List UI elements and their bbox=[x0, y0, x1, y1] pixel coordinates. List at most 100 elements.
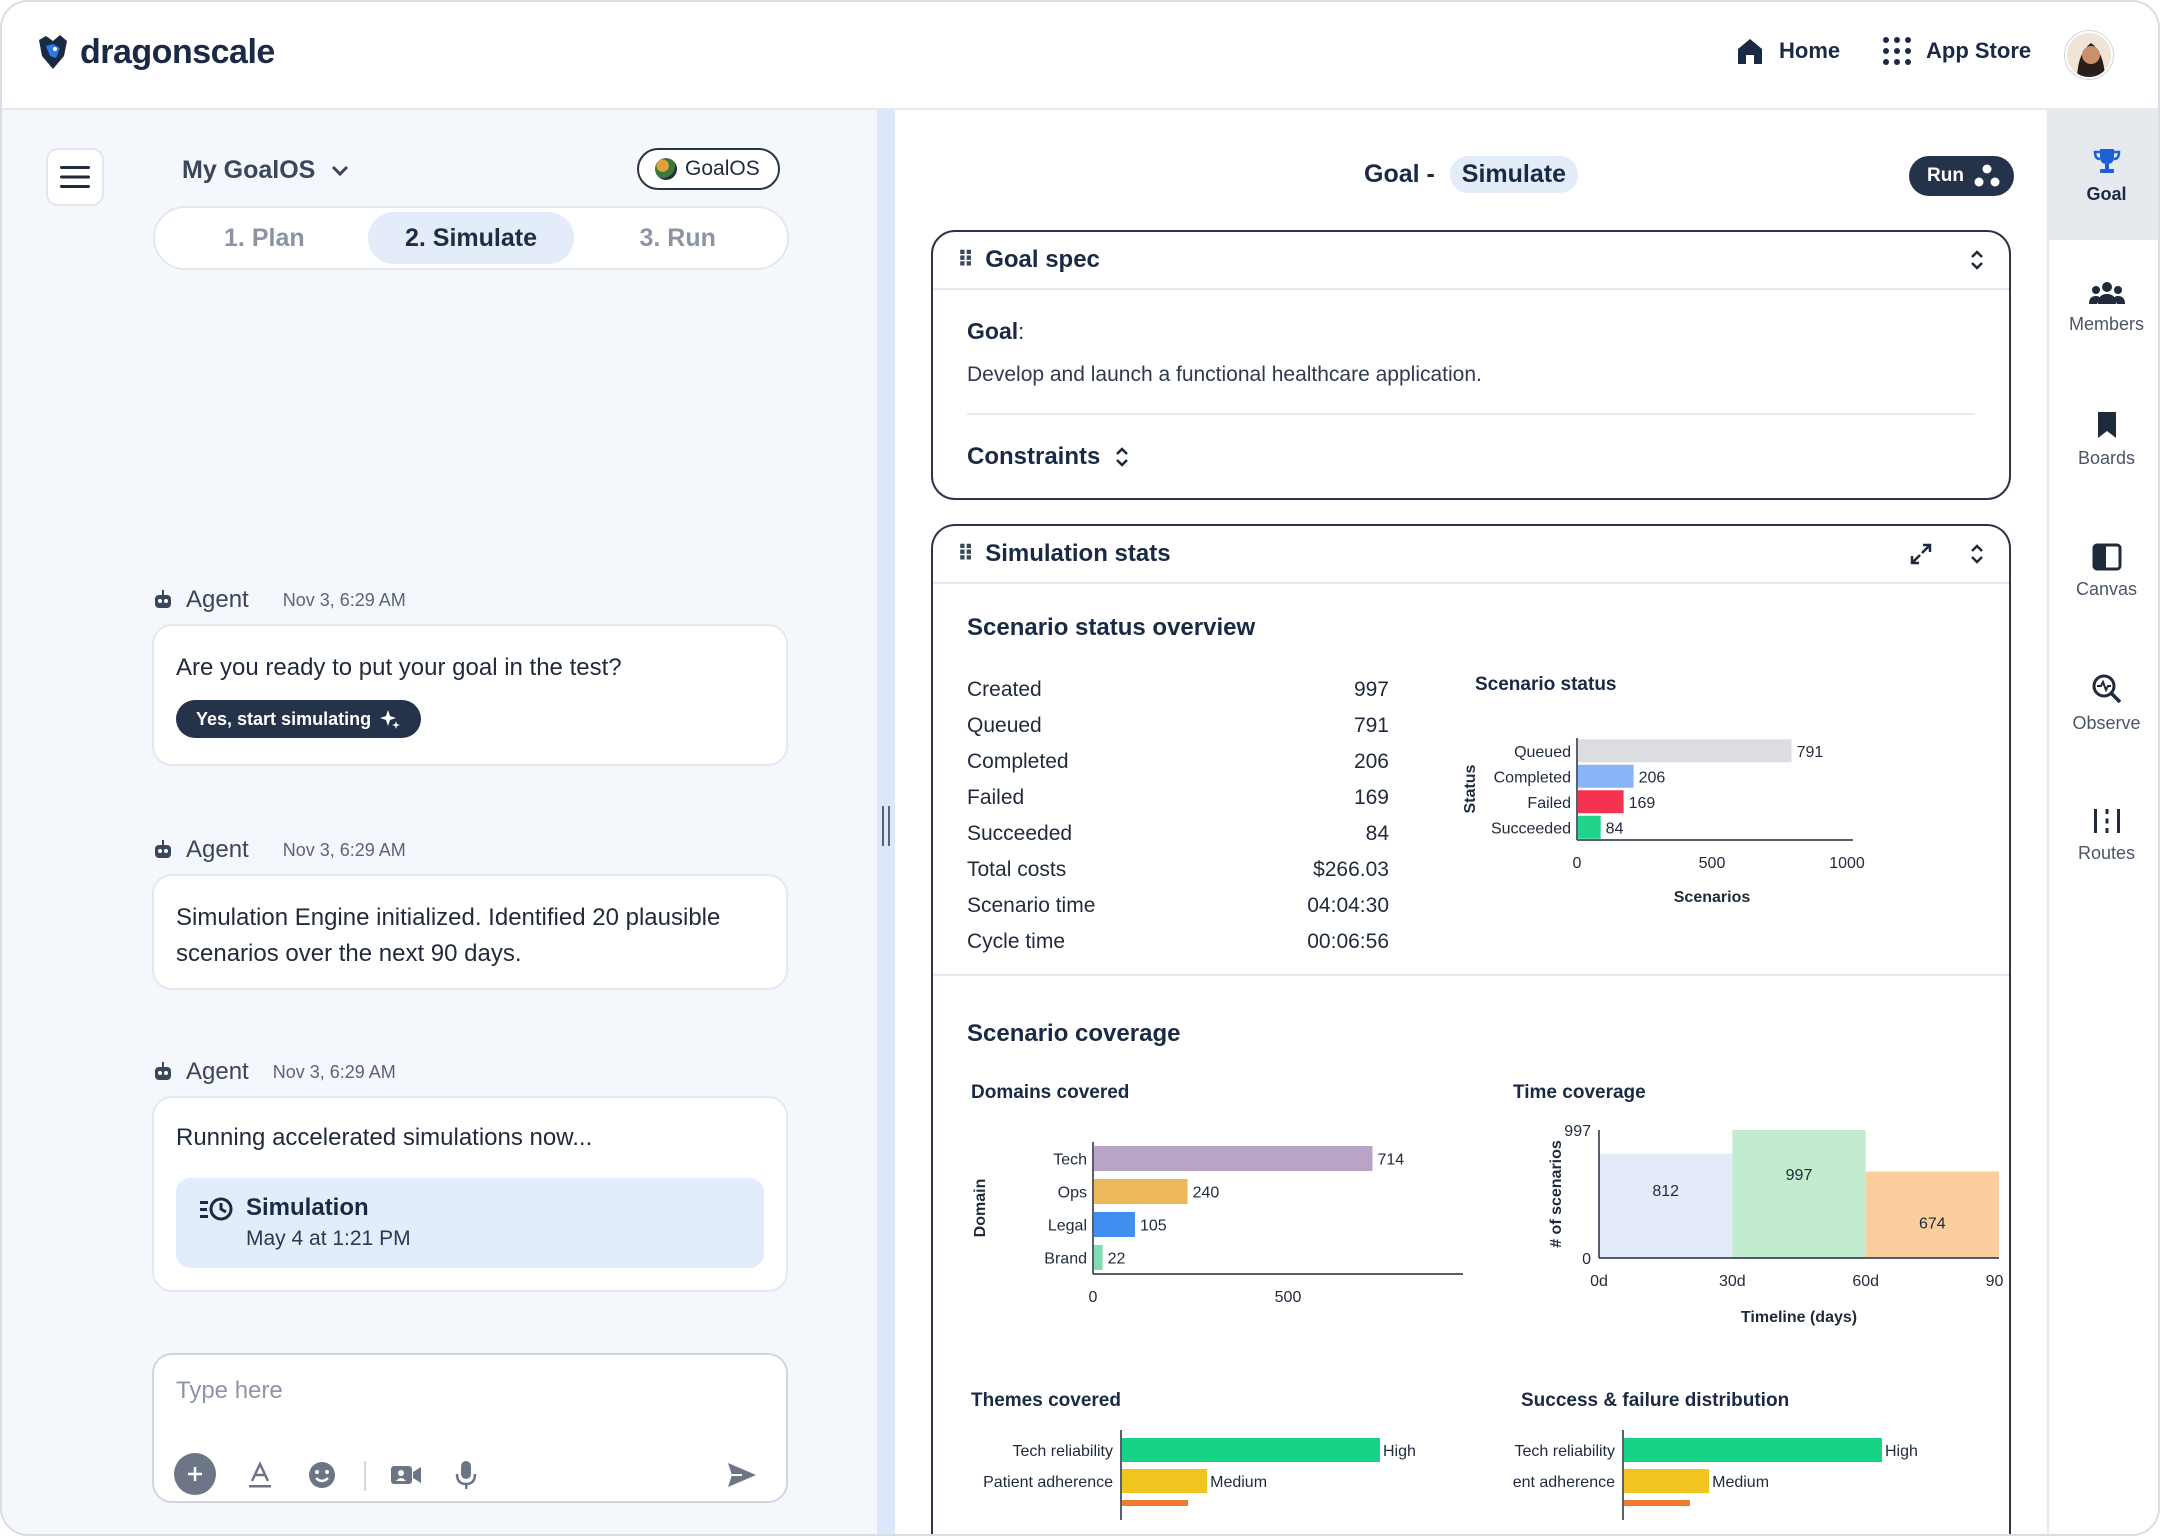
nav-home-label: Home bbox=[1779, 38, 1841, 63]
category-label: Patient adherence bbox=[1513, 1474, 1615, 1491]
goal-spec-body: Goal: Develop and launch a functional he… bbox=[933, 290, 2009, 471]
app-grid-icon bbox=[1883, 37, 1911, 65]
bar[interactable] bbox=[1578, 764, 1634, 788]
simulation-card[interactable]: Simulation May 4 at 1:21 PM bbox=[176, 1178, 764, 1268]
x-tick-label: 60d bbox=[1852, 1273, 1879, 1290]
bar[interactable] bbox=[1578, 739, 1792, 763]
message-text: Simulation Engine initialized. Identifie… bbox=[176, 904, 721, 967]
message-input[interactable] bbox=[176, 1377, 756, 1405]
stat-label: Created bbox=[967, 678, 1042, 701]
simulation-stats-card: ⠿ Simulation stats Scenario status overv… bbox=[931, 524, 2011, 1534]
microphone-button[interactable] bbox=[446, 1455, 486, 1495]
message-text: Running accelerated simulations now... bbox=[176, 1124, 593, 1151]
send-button[interactable] bbox=[722, 1455, 762, 1495]
data-label: 84 bbox=[1606, 820, 1624, 837]
coverage-title: Scenario coverage bbox=[967, 1020, 1181, 1047]
data-label: 169 bbox=[1629, 795, 1656, 812]
message-header: Agent Nov 3, 6:29 AM bbox=[152, 1058, 396, 1086]
expand-collapse-icon[interactable] bbox=[1969, 542, 1985, 566]
workspace-dropdown[interactable]: My GoalOS bbox=[182, 156, 349, 185]
expand-collapse-icon[interactable] bbox=[1969, 248, 1985, 272]
data-label: 714 bbox=[1377, 1152, 1404, 1169]
bar[interactable] bbox=[1732, 1130, 1866, 1258]
chart-title: Domains covered bbox=[971, 1082, 1130, 1103]
members-icon bbox=[2088, 281, 2125, 304]
message-composer bbox=[152, 1353, 788, 1503]
category-label: Legal bbox=[1048, 1218, 1087, 1235]
message-text: Are you ready to put your goal in the te… bbox=[176, 654, 622, 681]
page-title: Goal - Simulate bbox=[895, 156, 2047, 193]
bar[interactable] bbox=[1624, 1438, 1882, 1462]
tab-run[interactable]: 3. Run bbox=[639, 223, 716, 252]
tab-simulate[interactable]: 2. Simulate bbox=[367, 212, 575, 264]
bar[interactable] bbox=[1094, 1146, 1373, 1171]
message-bubble: Running accelerated simulations now... S… bbox=[152, 1096, 788, 1292]
stat-label: Failed bbox=[967, 786, 1025, 809]
bar[interactable] bbox=[1122, 1438, 1380, 1462]
overview-title: Scenario status overview bbox=[967, 614, 1256, 641]
nav-app-store[interactable]: App Store bbox=[1882, 36, 2031, 66]
sidebar-item-goal[interactable]: Goal bbox=[2049, 110, 2158, 240]
stats-row: Failed 169 bbox=[967, 780, 1389, 816]
trophy-icon bbox=[2093, 148, 2120, 173]
data-label: 22 bbox=[1108, 1251, 1126, 1268]
bar[interactable] bbox=[1578, 790, 1624, 814]
data-label: 812 bbox=[1652, 1183, 1679, 1200]
data-label: High bbox=[1885, 1443, 1918, 1460]
emoji-button[interactable] bbox=[302, 1455, 342, 1495]
stats-row: Cycle time 00:06:56 bbox=[967, 924, 1389, 960]
text-format-button[interactable] bbox=[240, 1455, 280, 1495]
chart-title: Scenario status bbox=[1475, 674, 1617, 695]
bar[interactable] bbox=[1599, 1153, 1733, 1258]
run-dots-icon bbox=[1974, 164, 2000, 187]
stats-row: Scenario time 04:04:30 bbox=[967, 888, 1389, 924]
fullscreen-icon[interactable] bbox=[1909, 542, 1933, 566]
main-panel: Goal - Simulate Run ⠿ Goal spec Goal: De… bbox=[895, 110, 2047, 1534]
nav-home[interactable]: Home bbox=[1735, 36, 1840, 66]
sidebar-item-routes[interactable]: Routes bbox=[2049, 770, 2158, 900]
page-title-tag: Simulate bbox=[1449, 156, 1578, 193]
page-title-prefix: Goal - bbox=[1364, 160, 1435, 188]
bar[interactable] bbox=[1094, 1245, 1103, 1270]
sidebar-item-members[interactable]: Members bbox=[2049, 242, 2158, 372]
user-avatar[interactable] bbox=[2065, 31, 2113, 79]
stats-row: Total costs $266.03 bbox=[967, 852, 1389, 888]
data-label: Medium bbox=[1712, 1474, 1769, 1491]
x-tick-label: 0 bbox=[1573, 855, 1582, 872]
category-label: Ops bbox=[1058, 1185, 1087, 1202]
category-label: Completed bbox=[1494, 769, 1571, 786]
drag-handle-icon[interactable]: ⠿ bbox=[957, 541, 974, 566]
bar[interactable] bbox=[1578, 815, 1601, 839]
bar[interactable] bbox=[1624, 1469, 1710, 1493]
brand-logo[interactable]: dragonscale bbox=[36, 32, 275, 72]
simulation-stats-title: Simulation stats bbox=[985, 540, 1171, 567]
start-simulating-button[interactable]: Yes, start simulating bbox=[176, 700, 422, 738]
message-author: Agent bbox=[186, 586, 249, 613]
message-bubble: Are you ready to put your goal in the te… bbox=[152, 624, 788, 766]
sidebar-item-boards[interactable]: Boards bbox=[2049, 374, 2158, 504]
sidebar-item-observe[interactable]: Observe bbox=[2049, 638, 2158, 768]
sidebar-item-canvas[interactable]: Canvas bbox=[2049, 506, 2158, 636]
bar[interactable] bbox=[1094, 1212, 1135, 1237]
drag-handle-icon[interactable]: ⠿ bbox=[957, 247, 974, 272]
panel-splitter[interactable] bbox=[877, 110, 895, 1534]
tab-plan[interactable]: 1. Plan bbox=[224, 223, 305, 252]
bar[interactable] bbox=[1865, 1171, 1999, 1258]
sidebar-item-label: Boards bbox=[2077, 447, 2136, 468]
bar[interactable] bbox=[1094, 1179, 1188, 1204]
goalos-chip[interactable]: GoalOS bbox=[637, 148, 780, 190]
themes-covered-chart: Tech reliability High Patient adherence Med… bbox=[983, 1430, 1416, 1520]
stat-value: 84 bbox=[1365, 822, 1389, 845]
success-failure-chart: Tech reliability High Patient adherence Med… bbox=[1513, 1430, 1918, 1520]
x-tick-label: 1000 bbox=[1829, 855, 1865, 872]
run-button[interactable]: Run bbox=[1909, 156, 2014, 196]
video-button[interactable] bbox=[386, 1455, 426, 1495]
expand-collapse-icon bbox=[1116, 447, 1129, 467]
constraints-toggle[interactable]: Constraints bbox=[967, 443, 1975, 471]
simulation-card-date: May 4 at 1:21 PM bbox=[246, 1227, 411, 1250]
bar[interactable] bbox=[1122, 1469, 1208, 1493]
add-attachment-button[interactable] bbox=[174, 1453, 216, 1495]
menu-button[interactable] bbox=[46, 148, 104, 206]
resize-handle-icon[interactable] bbox=[882, 806, 890, 846]
